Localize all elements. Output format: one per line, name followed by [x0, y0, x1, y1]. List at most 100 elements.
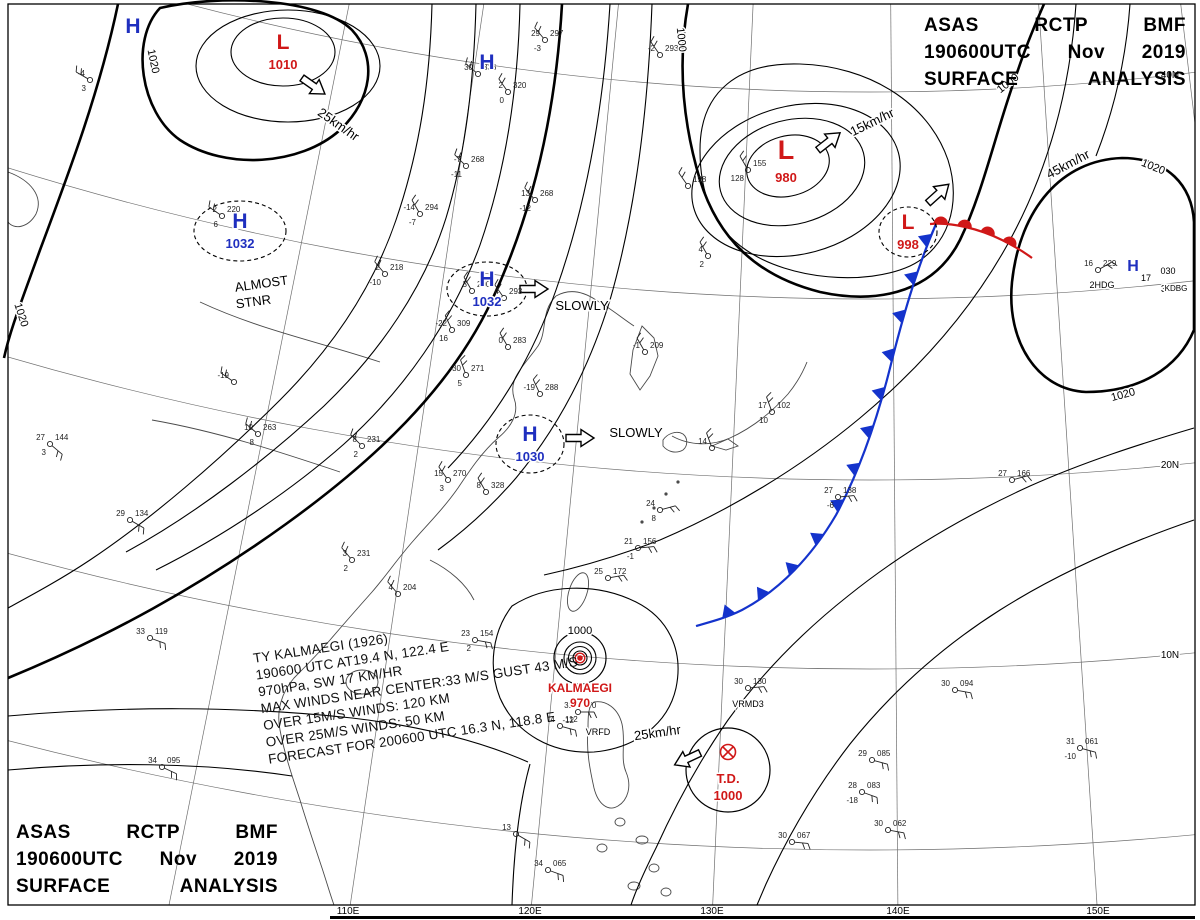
station-temp: 2 [213, 205, 218, 214]
station-id-label: VRMD3 [732, 699, 764, 709]
station-temp: 34 [148, 756, 157, 765]
station-temp: 30 [941, 679, 950, 688]
station-dewpoint: -12 [562, 716, 574, 725]
station-temp: 27 [824, 486, 833, 495]
movement-arrow [565, 428, 595, 448]
latitude-label: 20N [1161, 460, 1179, 471]
cold-front-pip [722, 604, 736, 619]
warm-front-pip [980, 226, 995, 237]
warm-front [929, 216, 1033, 259]
coastline [7, 171, 39, 228]
movement-arrow [670, 744, 705, 774]
motion-label: 25km/hr [633, 722, 682, 743]
station-plot: 10 263 8 [244, 417, 277, 447]
station-plot: 30 067 [778, 831, 811, 850]
station-dewpoint: 2 [344, 564, 349, 573]
coastline [587, 701, 630, 809]
movement-arrow [296, 70, 331, 102]
station-pressure: 130 [753, 677, 767, 686]
station-temp: 21 [624, 537, 633, 546]
station-plot: 8 231 2 [350, 428, 381, 459]
pressure-center-symbol: L [778, 135, 795, 165]
station-plot: 42 [699, 236, 712, 269]
isobar-value-label: 1020 [145, 48, 162, 74]
tropical-depression-symbol [719, 743, 737, 761]
station-pressure: 218 [390, 263, 404, 272]
philippine-island [596, 843, 608, 853]
isobar [7, 708, 529, 763]
longitude-line [531, 4, 619, 905]
title-line-product: SURFACE ANALYSIS [16, 876, 278, 897]
station-plot: 4 112 [551, 715, 578, 737]
station-plot: -30 271 5 [449, 355, 485, 388]
motion-label: ALMOST [234, 272, 289, 294]
station-temp: 31 [564, 701, 573, 710]
station-temp: 30 [874, 819, 883, 828]
isobar [125, 3, 477, 553]
station-pressure: 204 [403, 583, 417, 592]
station-dewpoint: 3 [440, 484, 445, 493]
station-plot: 30 336 [464, 57, 497, 78]
pressure-center-symbol: H [1127, 258, 1139, 275]
warm-front-pip [1002, 236, 1017, 248]
isobar-bold [141, 0, 370, 162]
station-pressure: 263 [263, 423, 277, 432]
coastline [629, 325, 659, 391]
station-plot: -14 294 -7 [403, 194, 439, 227]
isobar [756, 519, 1195, 906]
station-temp: 8 [353, 435, 358, 444]
pressure-center-value: 998 [897, 237, 919, 252]
station-dewpoint: -11 [451, 170, 463, 179]
philippine-island [635, 835, 649, 845]
station-dewpoint: -18 [846, 796, 858, 805]
station-temp: 3 [343, 549, 348, 558]
station-pressure: 094 [960, 679, 974, 688]
station-pressure: 229 [1103, 259, 1117, 268]
station-plot: 3 231 2 [341, 541, 371, 573]
station-pressure: 328 [491, 481, 505, 490]
station-pressure: 102 [777, 401, 791, 410]
station-dewpoint: 0 [500, 96, 505, 105]
warm-front-pip [933, 216, 948, 224]
isobar [155, 3, 521, 571]
pressure-center-value: 1032 [226, 236, 255, 251]
station-pressure: 070 [583, 701, 597, 710]
station-dewpoint: 6 [214, 220, 219, 229]
isobar [437, 3, 653, 551]
station-pressure: 198 [693, 175, 707, 184]
station-temp: 4 [551, 715, 556, 724]
coastline [662, 431, 688, 453]
philippine-island [614, 817, 626, 827]
isobar [7, 764, 293, 777]
cold-front-pip [785, 562, 800, 576]
cold-front-pip [881, 348, 896, 363]
isobar-ring [685, 727, 771, 813]
isobar [7, 3, 433, 609]
station-temp: 3 [463, 280, 468, 289]
coastline [710, 438, 739, 451]
title-block-bottom-left: ASAS RCTP BMF 190600UTC Nov 2019 SURFACE… [16, 819, 278, 900]
coastline [671, 361, 808, 445]
station-pressure: 268 [471, 155, 485, 164]
isobar [630, 427, 1195, 906]
station-plot: 30 094 [941, 679, 974, 700]
station-temp: 23 [461, 629, 470, 638]
station-plot: 31 061 -10 [1064, 737, 1098, 761]
longitude-label: 130E [700, 906, 724, 917]
latitude-label: 30N [1161, 284, 1179, 295]
station-temp: 16 [1084, 259, 1093, 268]
station-temp: 10 [244, 423, 253, 432]
isobar [492, 587, 679, 753]
isobar [543, 3, 1077, 576]
pressure-center-symbol: L [902, 211, 915, 234]
station-pressure: 336 [483, 63, 497, 72]
station-pressure: 166 [1017, 469, 1031, 478]
station-dewpoint: 2 [354, 450, 359, 459]
station-id-label: 17 [1141, 273, 1151, 283]
station-dewpoint: -1 [627, 552, 635, 561]
station-pressure: 112 [565, 715, 578, 724]
station-dewpoint: 16 [439, 334, 448, 343]
movement-arrow [519, 279, 549, 299]
